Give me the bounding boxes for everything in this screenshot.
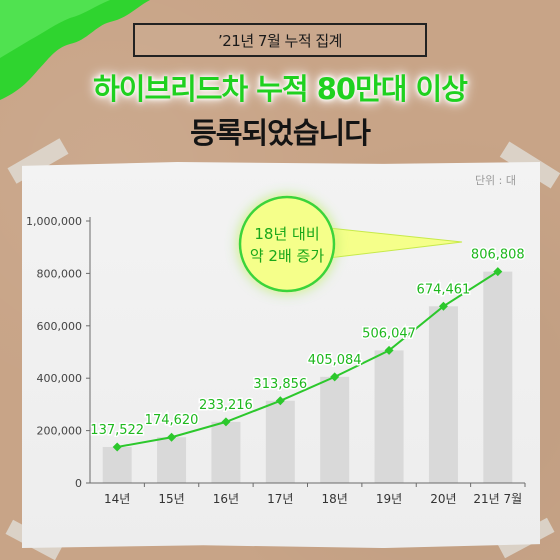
- x-tick-label: 21년 7월: [473, 492, 522, 506]
- bar: [374, 350, 404, 483]
- data-point: [438, 301, 448, 311]
- x-tick-label: 16년: [213, 492, 239, 506]
- y-tick-label: 400,000: [37, 372, 83, 385]
- data-point: [330, 372, 340, 382]
- y-tick-label: 200,000: [37, 425, 83, 438]
- data-point: [221, 417, 231, 427]
- x-tick-label: 19년: [376, 492, 402, 506]
- x-tick-label: 18년: [322, 492, 348, 506]
- callout-line1: 18년 대비: [254, 225, 319, 243]
- headline-green: 하이브리드차 누적 80만대 이상: [93, 72, 468, 106]
- callout-bubble: [238, 195, 336, 293]
- bar: [265, 400, 295, 483]
- data-label: 806,808: [471, 248, 525, 263]
- unit-label: 단위 : 대: [474, 174, 516, 187]
- period-tag: ’21년 7월 누적 집계: [133, 23, 427, 57]
- bar: [102, 446, 132, 483]
- headline-black: 등록되었습니다: [190, 116, 371, 150]
- bar: [483, 271, 513, 483]
- series-line: [117, 270, 499, 448]
- x-tick-label: 14년: [104, 492, 130, 506]
- data-label: 174,620: [145, 413, 199, 428]
- data-label: 674,461: [417, 282, 471, 297]
- data-label: 405,084: [308, 353, 362, 368]
- bar: [157, 437, 187, 483]
- data-point: [493, 267, 503, 277]
- y-tick-label: 1,000,000: [26, 215, 82, 228]
- data-point: [275, 396, 285, 406]
- y-tick-label: 0: [75, 477, 82, 490]
- x-tick-label: 17년: [267, 492, 293, 506]
- callout-line2: 약 2배 증가: [250, 247, 324, 265]
- y-tick-label: 600,000: [37, 320, 83, 333]
- data-label: 506,047: [362, 326, 416, 341]
- callout: 18년 대비 약 2배 증가: [238, 195, 463, 293]
- data-point: [384, 345, 394, 355]
- green-paint-corner: [0, 0, 150, 100]
- data-label: 233,216: [199, 398, 253, 413]
- data-point: [112, 442, 122, 452]
- bar: [320, 376, 350, 483]
- data-label: 313,856: [253, 377, 307, 392]
- x-tick-label: 15년: [158, 492, 184, 506]
- data-label: 137,522: [90, 423, 144, 438]
- y-tick-label: 800,000: [37, 267, 83, 280]
- bar: [211, 421, 241, 483]
- x-tick-label: 20년: [430, 492, 456, 506]
- data-point: [167, 432, 177, 442]
- bar: [428, 306, 458, 483]
